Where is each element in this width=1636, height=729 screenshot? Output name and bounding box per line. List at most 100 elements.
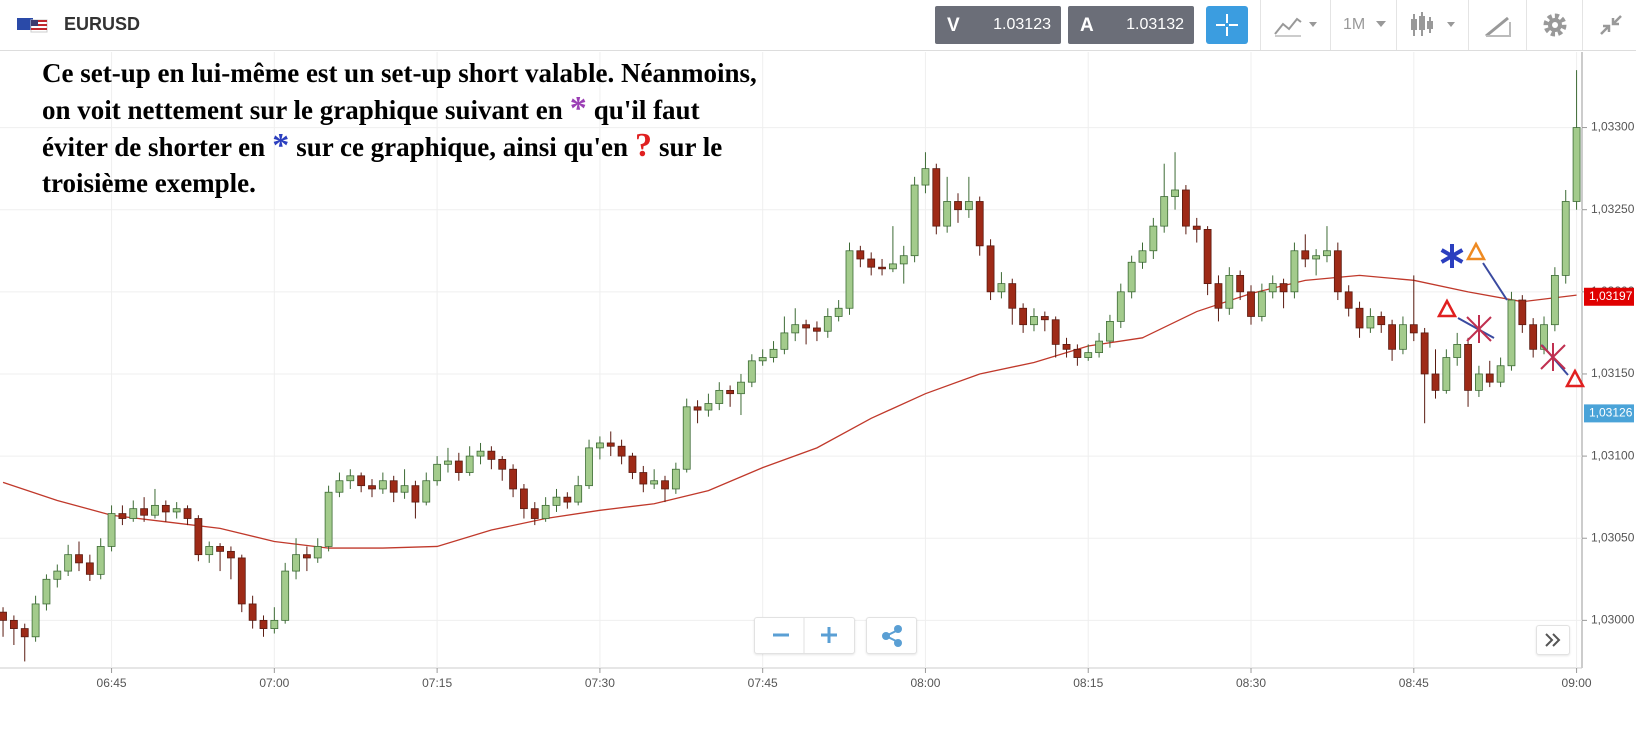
- candle-body: [986, 245, 995, 293]
- annotation-segment: troisième exemple.: [42, 168, 256, 198]
- candle-body: [400, 485, 409, 493]
- candle-body: [899, 255, 908, 265]
- candle-body: [878, 266, 886, 270]
- candle-body: [1333, 250, 1342, 293]
- candle-body: [1062, 343, 1071, 350]
- candle-body: [1073, 348, 1082, 358]
- price-tag: [1584, 287, 1634, 306]
- candle-body: [205, 546, 214, 556]
- x-tick-label: 09:00: [1562, 676, 1592, 690]
- y-tick-label: 1,03050: [1591, 530, 1635, 544]
- candle-body: [1388, 324, 1396, 350]
- candle-body: [1019, 307, 1028, 326]
- x-tick-label: 07:45: [748, 676, 778, 690]
- candle-body: [1257, 291, 1266, 317]
- candle-body: [1399, 324, 1407, 350]
- ask-button[interactable]: A 1.03132: [1068, 6, 1194, 44]
- candle-body: [31, 603, 40, 638]
- candle-style-button[interactable]: [1396, 0, 1469, 50]
- candle-body: [1127, 261, 1136, 293]
- chart-type-button[interactable]: [1260, 0, 1331, 50]
- candle-body: [791, 324, 800, 334]
- candle-body: [1095, 340, 1103, 354]
- shrink-button[interactable]: [1582, 0, 1636, 50]
- candle-body: [357, 475, 366, 487]
- candle-body: [1171, 189, 1179, 197]
- candle-body: [313, 546, 322, 559]
- candle-body: [1149, 225, 1158, 252]
- candle-body: [1409, 324, 1418, 334]
- candle-body: [1051, 319, 1060, 345]
- candle-body: [1561, 201, 1570, 276]
- hand-mark: [1564, 368, 1586, 388]
- candle-body: [704, 403, 713, 411]
- candle-body: [64, 554, 73, 572]
- candle-body: [747, 360, 756, 383]
- candle-body: [997, 283, 1006, 293]
- annotation-line: on voit nettement sur le graphique suiva…: [42, 91, 764, 128]
- annotation-line: Ce set-up en lui-même est un set-up shor…: [42, 55, 764, 91]
- candle-body: [465, 455, 474, 473]
- candle-body: [1355, 307, 1364, 329]
- candle-body: [433, 463, 442, 482]
- x-tick-label: 07:15: [422, 676, 452, 690]
- candle-body: [1431, 373, 1440, 391]
- candle-body: [845, 250, 854, 309]
- candle-body: [346, 475, 355, 482]
- candle-body: [541, 504, 550, 519]
- candle-body: [1247, 291, 1255, 317]
- candle-body: [1106, 320, 1114, 342]
- candle-body: [1160, 196, 1169, 227]
- chart-type-icon: [1274, 17, 1317, 37]
- candle-body: [1529, 324, 1538, 350]
- hand-mark: [1457, 317, 1495, 339]
- ask-label: A: [1080, 15, 1094, 36]
- candle-body: [693, 406, 702, 411]
- zoom-in[interactable]: [821, 627, 837, 643]
- annotation-segment: Ce set-up en lui-même est un set-up shor…: [42, 58, 757, 88]
- settings-button[interactable]: [1526, 0, 1583, 50]
- hand-mark: [1436, 298, 1458, 318]
- candle-body: [368, 485, 376, 490]
- candle-body: [1507, 299, 1516, 367]
- candle-body: [248, 603, 257, 621]
- bid-button[interactable]: V 1.03123: [935, 6, 1061, 44]
- crosshair-button[interactable]: [1206, 6, 1248, 44]
- timeframe-button[interactable]: 1M: [1330, 0, 1397, 50]
- x-tick-label: 08:30: [1236, 676, 1266, 690]
- share-button[interactable]: [866, 617, 917, 654]
- candle-body: [758, 357, 767, 362]
- scroll-end-button[interactable]: [1536, 625, 1570, 655]
- candle-body: [910, 184, 919, 257]
- candle-body: [172, 508, 181, 513]
- candle-body: [834, 307, 843, 317]
- candle-body: [1192, 225, 1201, 230]
- candle-body: [20, 628, 29, 638]
- candle-body: [129, 508, 138, 519]
- candle-body: [867, 258, 876, 268]
- candle-body: [498, 458, 507, 470]
- candle-body: [1377, 316, 1386, 326]
- candle-body: [1496, 365, 1505, 383]
- annotation-text: Ce set-up en lui-même est un set-up shor…: [42, 55, 764, 201]
- candle-body: [943, 201, 952, 227]
- candle-body: [270, 619, 279, 629]
- candle-body: [216, 546, 224, 552]
- candle-body: [53, 570, 62, 580]
- annotation-marker: *: [569, 90, 587, 127]
- draw-button[interactable]: [1468, 0, 1527, 50]
- candle-body: [671, 468, 680, 490]
- candle-body: [1268, 283, 1277, 293]
- bid-label: V: [947, 15, 960, 36]
- zoom-controls: [754, 617, 855, 654]
- annotation-segment: éviter de shorter en: [42, 132, 266, 162]
- candle-body: [1138, 250, 1147, 263]
- candle-body: [161, 504, 170, 513]
- candle-body: [292, 554, 300, 572]
- candle-body: [454, 460, 463, 473]
- candle-body: [140, 508, 149, 516]
- candle-body: [1344, 291, 1353, 309]
- candle-body: [813, 327, 821, 332]
